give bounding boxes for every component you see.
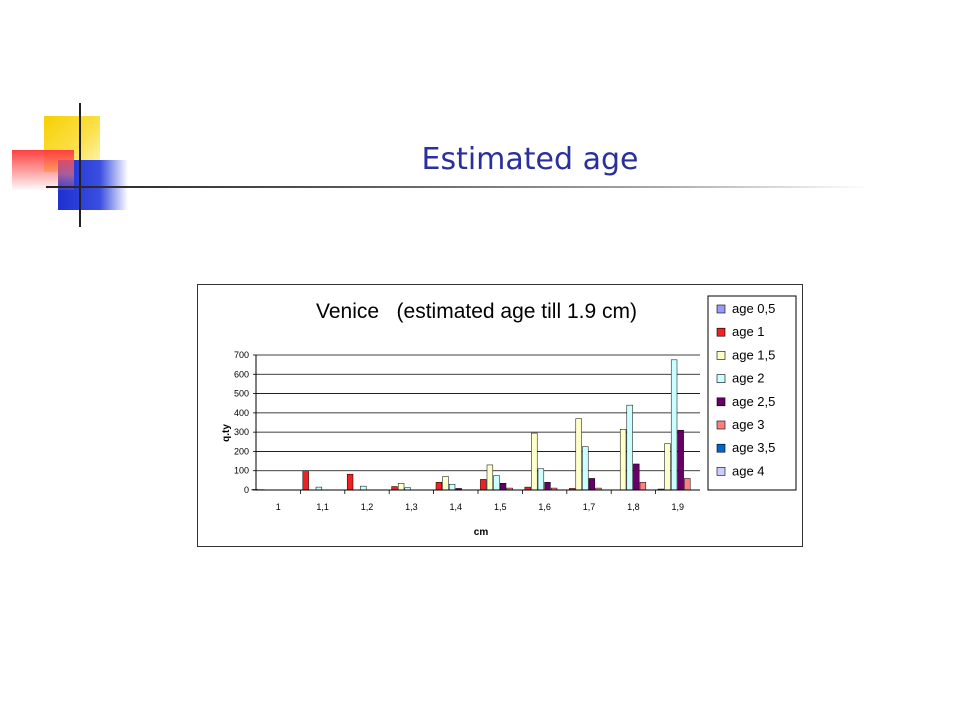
- bar: [391, 486, 398, 491]
- legend-label: age 4: [732, 463, 765, 478]
- x-axis-label: cm: [474, 527, 489, 538]
- x-tick-label: 1,1: [316, 502, 329, 512]
- chart-title: Venice (estimated age till 1.9 cm): [316, 300, 637, 323]
- legend: age 0,5 age 1 age 1,5 age 2 age 2,5 age 3 age …: [707, 295, 797, 491]
- legend-label: age 1: [732, 324, 765, 339]
- bar: [493, 475, 500, 491]
- axes: 0 100 200 300 400 500 600 700 1 1,1 1,2 1,3 1,4 1,5 1,…: [234, 350, 700, 512]
- y-tick-label: 400: [234, 408, 249, 418]
- slide-title: Estimated age: [421, 142, 639, 177]
- bar: [582, 446, 589, 491]
- bar: [448, 483, 456, 491]
- y-tick-label: 200: [234, 446, 249, 456]
- bar: [626, 404, 633, 491]
- legend-label: age 3: [732, 417, 765, 432]
- x-tick-label: 1: [276, 502, 281, 512]
- legend-swatch: [716, 420, 726, 430]
- x-tick-label: 1,2: [361, 502, 374, 512]
- y-tick-label: 700: [234, 350, 249, 360]
- legend-label: age 3,5: [732, 440, 775, 455]
- legend-swatch: [716, 443, 726, 453]
- bar: [619, 429, 627, 491]
- x-tick-label: 1,6: [538, 502, 551, 512]
- bar: [346, 473, 354, 491]
- y-tick-label: 500: [234, 389, 249, 399]
- x-tick-label: 1,8: [627, 502, 640, 512]
- bar: [486, 464, 494, 491]
- chart-frame: Venice (estimated age till 1.9 cm) 0 100 2…: [197, 284, 803, 547]
- bar-chart: Venice (estimated age till 1.9 cm) 0 100 2…: [221, 295, 797, 538]
- legend-swatch: [716, 327, 726, 337]
- x-tick-label: 1,5: [494, 502, 507, 512]
- y-tick-label: 600: [234, 369, 249, 379]
- x-tick-label: 1,3: [405, 502, 418, 512]
- legend-swatch: [716, 374, 726, 383]
- bar: [639, 482, 647, 491]
- y-axis-label: q.ty: [221, 424, 232, 442]
- bar: [537, 468, 545, 491]
- bar: [575, 418, 582, 491]
- legend-swatch: [716, 351, 726, 360]
- legend-box: [707, 295, 797, 491]
- bar: [544, 482, 551, 491]
- legend-label: age 1,5: [732, 347, 775, 362]
- bar: [670, 359, 678, 491]
- bar: [435, 482, 443, 491]
- bar: [302, 470, 309, 491]
- bar: [442, 476, 449, 491]
- bar: [664, 443, 671, 491]
- decor-horizontal-line: [46, 186, 870, 188]
- bar: [677, 429, 684, 491]
- x-tick-label: 1,7: [583, 502, 596, 512]
- y-tick-label: 100: [234, 466, 249, 476]
- y-tick-label: 0: [244, 485, 249, 495]
- legend-label: age 0,5: [732, 301, 775, 316]
- decor-red-square: [12, 150, 74, 190]
- bar: [499, 483, 507, 491]
- bar: [633, 463, 640, 491]
- bar: [531, 432, 538, 491]
- legend-swatch: [716, 467, 726, 476]
- bar: [397, 483, 405, 491]
- legend-label: age 2,5: [732, 394, 775, 409]
- legend-swatch: [716, 304, 726, 314]
- legend-label: age 2: [732, 371, 765, 386]
- x-tick-label: 1,4: [450, 502, 463, 512]
- y-tick-label: 300: [234, 427, 249, 437]
- bar: [684, 478, 691, 491]
- decor-vertical-line: [79, 103, 81, 227]
- bar: [480, 479, 487, 491]
- bar: [360, 485, 367, 491]
- bar: [588, 478, 596, 491]
- x-tick-label: 1,9: [672, 502, 685, 512]
- grid-lines: [256, 354, 700, 472]
- legend-swatch: [716, 397, 726, 407]
